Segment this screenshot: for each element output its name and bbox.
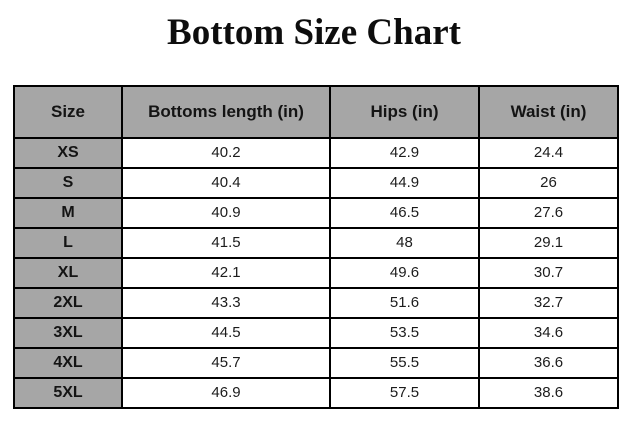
measurement-value: 46.9 (121, 376, 331, 409)
size-label: XL (13, 256, 123, 289)
measurement-value: 55.5 (329, 346, 480, 379)
measurement-value: 46.5 (329, 196, 480, 229)
table-row: XS 40.2 42.9 24.4 (13, 136, 619, 169)
measurement-value: 29.1 (478, 226, 619, 259)
column-header-size: Size (13, 84, 123, 139)
table-row: S 40.4 44.9 26 (13, 166, 619, 199)
measurement-value: 48 (329, 226, 480, 259)
measurement-value: 41.5 (121, 226, 331, 259)
measurement-value: 57.5 (329, 376, 480, 409)
column-header-waist: Waist (in) (478, 84, 619, 139)
measurement-value: 38.6 (478, 376, 619, 409)
page-title: Bottom Size Chart (167, 12, 461, 53)
measurement-value: 44.5 (121, 316, 331, 349)
size-label: M (13, 196, 123, 229)
measurement-value: 42.1 (121, 256, 331, 289)
column-header-hips: Hips (in) (329, 84, 480, 139)
measurement-value: 36.6 (478, 346, 619, 379)
measurement-value: 49.6 (329, 256, 480, 289)
measurement-value: 32.7 (478, 286, 619, 319)
measurement-value: 44.9 (329, 166, 480, 199)
measurement-value: 24.4 (478, 136, 619, 169)
table-header: Size Bottoms length (in) Hips (in) Waist… (13, 84, 619, 139)
size-label: L (13, 226, 123, 259)
measurement-value: 34.6 (478, 316, 619, 349)
measurement-value: 43.3 (121, 286, 331, 319)
measurement-value: 45.7 (121, 346, 331, 379)
table-row: 2XL 43.3 51.6 32.7 (13, 286, 619, 319)
table-header-row: Size Bottoms length (in) Hips (in) Waist… (13, 84, 619, 139)
measurement-value: 40.4 (121, 166, 331, 199)
table-row: M 40.9 46.5 27.6 (13, 196, 619, 229)
measurement-value: 30.7 (478, 256, 619, 289)
measurement-value: 40.9 (121, 196, 331, 229)
size-label: 2XL (13, 286, 123, 319)
table-row: 5XL 46.9 57.5 38.6 (13, 376, 619, 409)
table-row: XL 42.1 49.6 30.7 (13, 256, 619, 289)
measurement-value: 26 (478, 166, 619, 199)
table-row: L 41.5 48 29.1 (13, 226, 619, 259)
size-label: 5XL (13, 376, 123, 409)
size-label: XS (13, 136, 123, 169)
column-header-length: Bottoms length (in) (121, 84, 331, 139)
size-chart-table: Size Bottoms length (in) Hips (in) Waist… (13, 84, 619, 409)
measurement-value: 42.9 (329, 136, 480, 169)
table-row: 4XL 45.7 55.5 36.6 (13, 346, 619, 379)
table-row: 3XL 44.5 53.5 34.6 (13, 316, 619, 349)
measurement-value: 40.2 (121, 136, 331, 169)
table-body: XS 40.2 42.9 24.4 S 40.4 44.9 26 M 40.9 46.5 27.6 L 4… (13, 136, 619, 409)
measurement-value: 51.6 (329, 286, 480, 319)
size-label: 3XL (13, 316, 123, 349)
size-label: S (13, 166, 123, 199)
measurement-value: 27.6 (478, 196, 619, 229)
size-label: 4XL (13, 346, 123, 379)
measurement-value: 53.5 (329, 316, 480, 349)
